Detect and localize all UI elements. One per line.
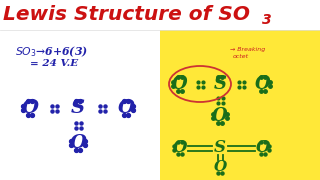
Text: $SO_3$→6+6(3): $SO_3$→6+6(3) [15,45,88,59]
Text: S: S [213,75,227,93]
Text: octet: octet [233,55,249,60]
Text: O: O [213,160,227,174]
Text: O: O [256,140,270,156]
Text: S: S [214,140,226,156]
Bar [0,30,160,180]
Text: O: O [255,75,271,93]
Text: 3: 3 [262,13,272,27]
Text: = 24 V.E: = 24 V.E [30,60,78,69]
Bar [160,30,320,180]
Text: O: O [117,99,134,117]
Text: → Breaking: → Breaking [230,48,265,53]
Text: O: O [212,107,228,125]
Text: O: O [69,134,86,152]
Text: O: O [21,99,38,117]
Text: O: O [172,75,188,93]
Text: O: O [173,140,187,156]
Bar [0,0,320,30]
Text: S: S [71,99,85,117]
Text: Lewis Structure of SO: Lewis Structure of SO [3,6,250,24]
